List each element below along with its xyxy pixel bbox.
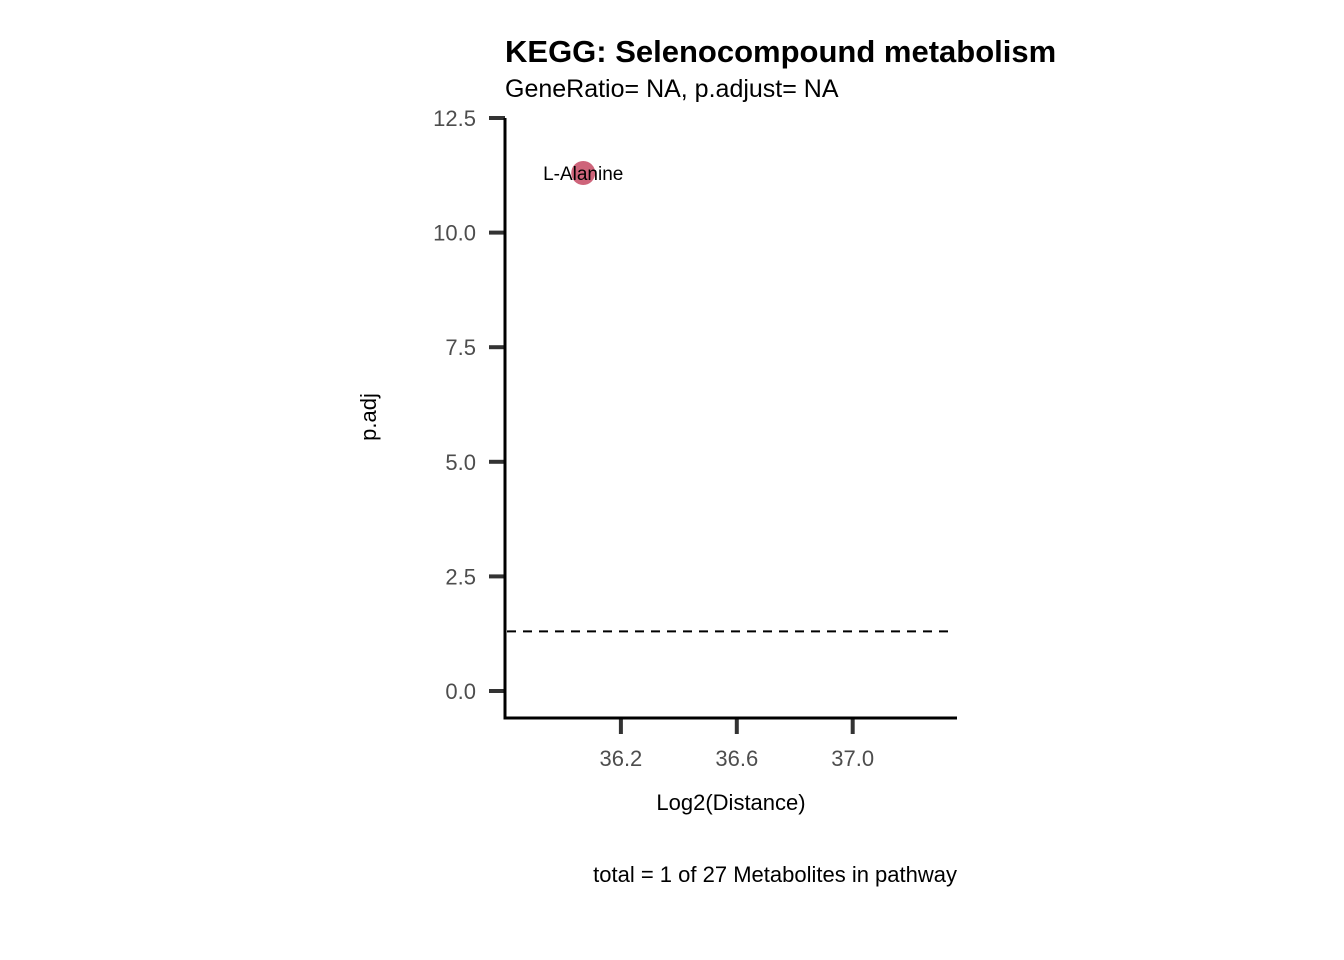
x-tick-label: 36.2	[599, 746, 642, 771]
x-axis-ticks: 36.2 36.6 37.0	[599, 718, 874, 771]
chart-caption: total = 1 of 27 Metabolites in pathway	[593, 862, 957, 887]
y-tick-label: 7.5	[445, 335, 476, 360]
y-tick-label: 10.0	[433, 221, 476, 246]
data-points: L-Alanine	[543, 161, 623, 186]
chart-subtitle: GeneRatio= NA, p.adjust= NA	[505, 75, 839, 103]
y-axis-ticks: 0.0 2.5 5.0 7.5 10.0 12.5	[433, 106, 505, 704]
data-point-label: L-Alanine	[543, 164, 623, 185]
x-tick-label: 37.0	[831, 746, 874, 771]
x-axis-label: Log2(Distance)	[656, 790, 805, 815]
chart-title: KEGG: Selenocompound metabolism	[505, 34, 1056, 69]
data-point	[571, 161, 596, 186]
y-tick-label: 0.0	[445, 679, 476, 704]
y-tick-label: 2.5	[445, 564, 476, 589]
y-tick-label: 12.5	[433, 106, 476, 131]
y-axis-label: p.adj	[356, 393, 381, 441]
y-tick-label: 5.0	[445, 450, 476, 475]
x-tick-label: 36.6	[715, 746, 758, 771]
